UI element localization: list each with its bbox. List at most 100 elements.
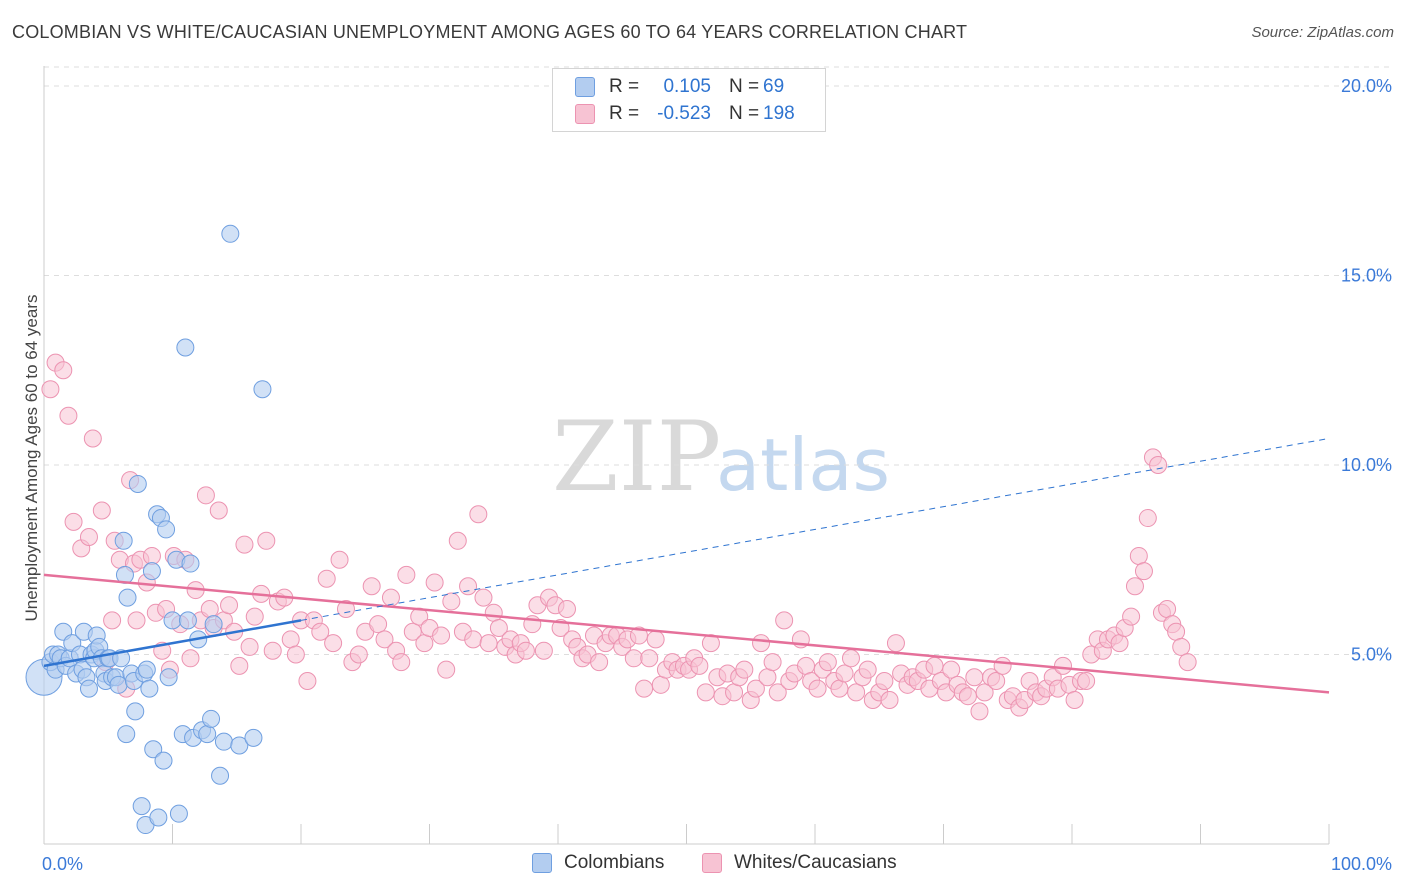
- colombians-point: [126, 702, 145, 721]
- whites-caucasians-point: [200, 600, 219, 619]
- colombians-points: [25, 224, 272, 835]
- colombians-point: [221, 224, 240, 243]
- whites-caucasians-point: [1167, 622, 1186, 641]
- whites-caucasians-point: [330, 550, 349, 569]
- colombians-trend-line: [43, 619, 302, 668]
- whites-caucasians-point: [196, 486, 215, 505]
- whites-caucasians-point: [975, 683, 994, 702]
- whites-caucasians-point: [127, 611, 146, 630]
- chart-title: COLOMBIAN VS WHITE/CAUCASIAN UNEMPLOYMEN…: [12, 22, 968, 42]
- legend-r-value: 0.105: [663, 76, 711, 97]
- whites-caucasians-point: [209, 501, 228, 520]
- colombians-point: [157, 520, 176, 539]
- whites-caucasians-point: [1134, 562, 1153, 581]
- whites-caucasians-point: [432, 626, 451, 645]
- whites-caucasians-point: [425, 573, 444, 592]
- whites-caucasians-point: [735, 660, 754, 679]
- whites-caucasians-point: [858, 660, 877, 679]
- series-legend-whites[interactable]: Whites/Caucasians: [702, 852, 897, 874]
- whites-caucasians-point: [1178, 653, 1197, 672]
- whites-caucasians-point: [298, 672, 317, 691]
- whites-caucasians-point: [484, 603, 503, 622]
- whites-caucasians-point: [41, 380, 60, 399]
- whites-caucasians-point: [403, 622, 422, 641]
- legend-r-label: R =: [609, 76, 640, 97]
- colombians-point: [132, 797, 151, 816]
- whites-caucasians-point: [1065, 690, 1084, 709]
- series-swatch-blue: [532, 853, 552, 873]
- whites-caucasians-point: [925, 656, 944, 675]
- whites-caucasians-point: [489, 618, 508, 637]
- whites-caucasians-point: [629, 626, 648, 645]
- colombians-point: [142, 562, 161, 581]
- whites-caucasians-point: [324, 634, 343, 653]
- whites-caucasians-point: [415, 634, 434, 653]
- legend-n-label: N =: [729, 76, 760, 97]
- colombians-point: [178, 611, 197, 630]
- series-legend-label: Colombians: [564, 852, 665, 873]
- colombians-point: [140, 679, 159, 698]
- colombians-point: [154, 751, 173, 770]
- whites-caucasians-point: [79, 528, 98, 547]
- whites-caucasians-point: [230, 656, 249, 675]
- legend-r-value: -0.523: [657, 103, 711, 124]
- x-tick-label: 100.0%: [1331, 854, 1392, 874]
- whites-caucasians-point: [479, 634, 498, 653]
- whites-caucasians-point: [263, 641, 282, 660]
- whites-caucasians-point: [311, 622, 330, 641]
- whites-caucasians-point: [245, 607, 264, 626]
- correlation-legend: R = 0.105 N = 69 R = -0.523 N = 198: [552, 68, 826, 132]
- whites-caucasians-point: [317, 569, 336, 588]
- colombians-point: [198, 725, 217, 744]
- colombians-trend-extension: [300, 437, 1330, 621]
- colombians-point: [214, 732, 233, 751]
- whites-caucasians-point: [534, 641, 553, 660]
- whites-caucasians-point: [448, 531, 467, 550]
- whites-caucasians-point: [768, 683, 787, 702]
- whites-caucasians-point: [397, 565, 416, 584]
- whites-caucasians-point: [240, 637, 259, 656]
- y-tick-label: 10.0%: [1341, 455, 1392, 475]
- whites-caucasians-point: [336, 600, 355, 619]
- whites-caucasians-point: [181, 649, 200, 668]
- whites-caucasians-point: [349, 645, 368, 664]
- colombians-point: [117, 725, 136, 744]
- colombians-point: [211, 766, 230, 785]
- whites-caucasians-point: [835, 664, 854, 683]
- watermark: ZIP atlas: [552, 401, 890, 513]
- whites-caucasians-point: [257, 531, 276, 550]
- series-legend-colombians[interactable]: Colombians: [532, 852, 664, 874]
- whites-caucasians-point: [1138, 509, 1157, 528]
- whites-caucasians-point: [469, 505, 488, 524]
- whites-caucasians-point: [83, 429, 102, 448]
- colombians-point: [118, 588, 137, 607]
- whites-caucasians-point: [1129, 546, 1148, 565]
- whites-caucasians-point: [54, 361, 73, 380]
- y-axis-label: Unemployment Among Ages 60 to 64 years: [22, 295, 41, 622]
- whites-caucasians-point: [362, 577, 381, 596]
- colombians-point: [114, 531, 133, 550]
- whites-caucasians-point: [64, 512, 83, 531]
- colombians-point: [137, 660, 156, 679]
- whites-caucasians-point: [1149, 456, 1168, 474]
- whites-caucasians-point: [965, 668, 984, 687]
- colombians-point: [244, 728, 263, 747]
- whites-caucasians-point: [590, 653, 609, 672]
- watermark-atlas: atlas: [716, 423, 890, 507]
- whites-caucasians-point: [1158, 600, 1177, 619]
- whites-caucasians-point: [392, 653, 411, 672]
- colombians-point: [79, 679, 98, 698]
- whites-caucasians-point: [281, 630, 300, 649]
- legend-row-whites: R = -0.523 N = 198: [575, 102, 795, 126]
- whites-caucasians-point: [775, 611, 794, 630]
- whites-caucasians-point: [375, 630, 394, 649]
- colombians-point: [149, 808, 168, 827]
- colombians-point: [181, 554, 200, 573]
- whites-caucasians-point: [875, 672, 894, 691]
- source-label: Source: ZipAtlas.com: [1251, 24, 1394, 41]
- series-legend-label: Whites/Caucasians: [734, 852, 897, 873]
- whites-caucasians-point: [286, 645, 305, 664]
- y-tick-label: 15.0%: [1341, 266, 1392, 286]
- whites-caucasians-point: [635, 679, 654, 698]
- colombians-point: [253, 380, 272, 399]
